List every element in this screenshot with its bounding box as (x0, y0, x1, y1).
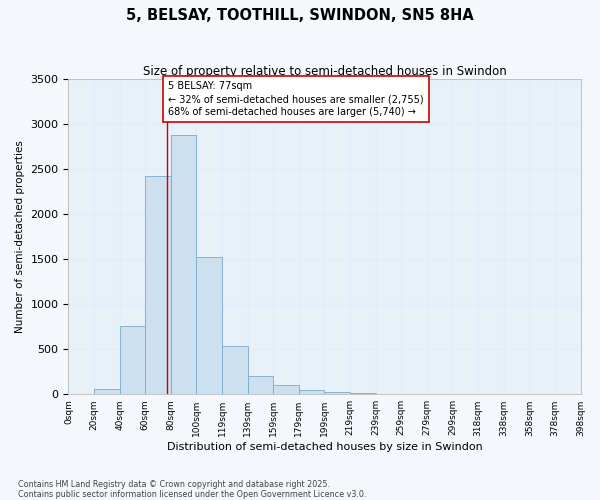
Bar (350, 393, 376, 394)
Bar (196, 258, 222, 394)
Text: Contains HM Land Registry data © Crown copyright and database right 2025.
Contai: Contains HM Land Registry data © Crown c… (18, 480, 367, 499)
Y-axis label: Number of semi-detached properties: Number of semi-detached properties (15, 140, 25, 333)
Bar (222, 346, 248, 395)
Bar (325, 392, 350, 394)
Bar (299, 390, 325, 394)
X-axis label: Distribution of semi-detached houses by size in Swindon: Distribution of semi-detached houses by … (167, 442, 482, 452)
Bar (94, 390, 119, 394)
Bar (119, 326, 145, 394)
Bar (248, 376, 273, 394)
Bar (171, 135, 196, 394)
Bar (145, 176, 171, 394)
Title: Size of property relative to semi-detached houses in Swindon: Size of property relative to semi-detach… (143, 65, 506, 78)
Text: 5 BELSAY: 77sqm
← 32% of semi-detached houses are smaller (2,755)
68% of semi-de: 5 BELSAY: 77sqm ← 32% of semi-detached h… (168, 81, 424, 118)
Bar (273, 386, 299, 394)
Text: 5, BELSAY, TOOTHILL, SWINDON, SN5 8HA: 5, BELSAY, TOOTHILL, SWINDON, SN5 8HA (126, 8, 474, 22)
